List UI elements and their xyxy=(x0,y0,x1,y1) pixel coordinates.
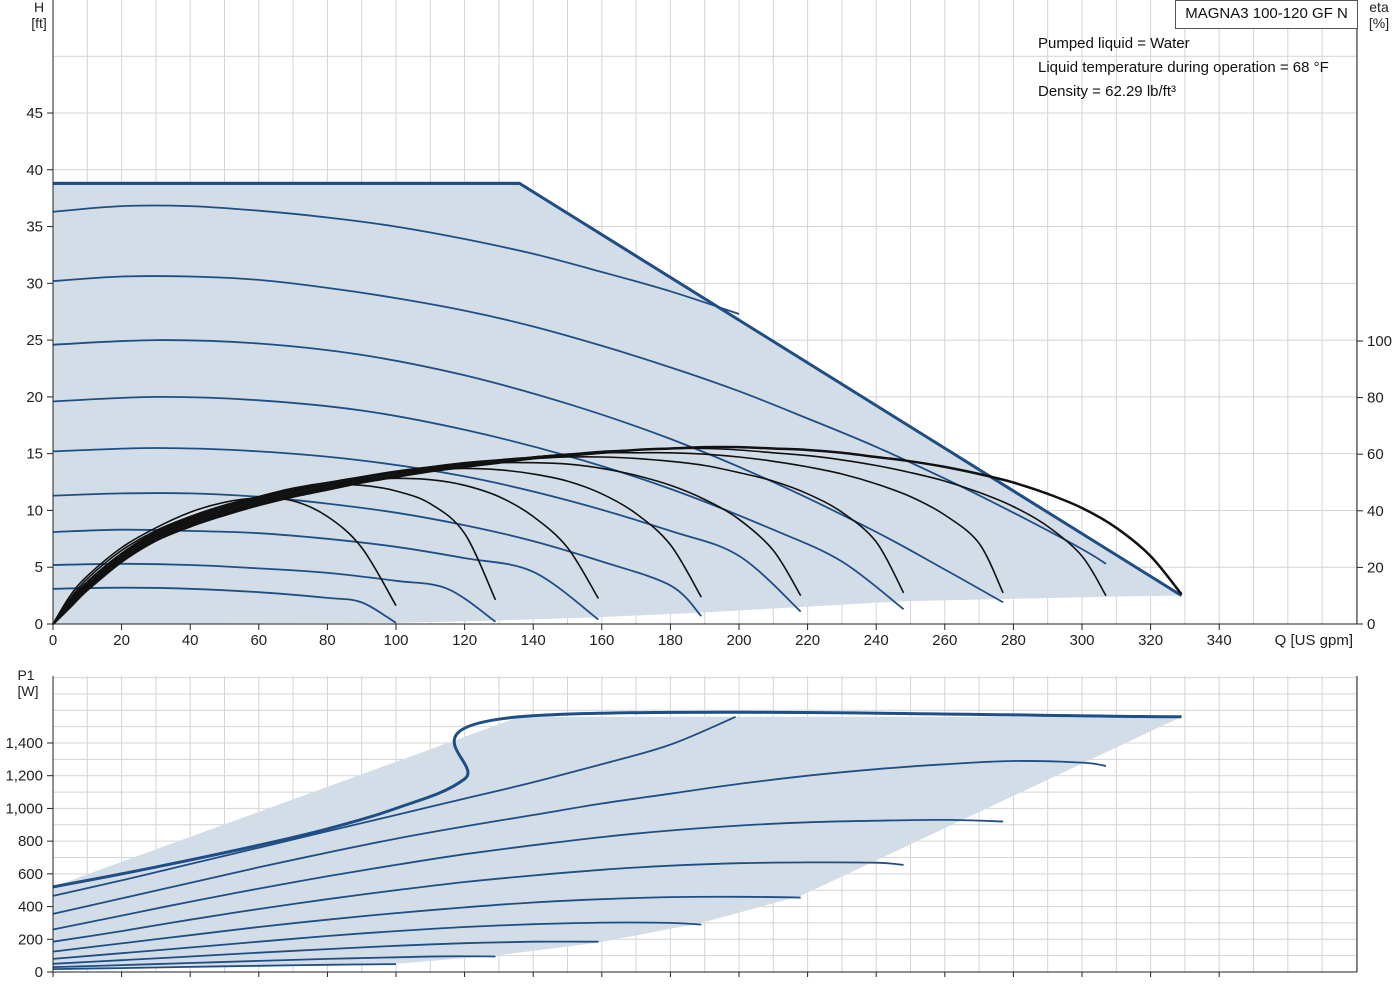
power-y-tick-label: 200 xyxy=(18,931,43,948)
eta-y-axis-unit: [%] xyxy=(1369,15,1389,31)
head-x-tick-label: 180 xyxy=(658,632,683,649)
head-curve xyxy=(52,586,397,624)
efficiency-curve xyxy=(52,461,802,625)
efficiency-curve xyxy=(52,497,397,625)
head-x-tick-label: 60 xyxy=(250,632,267,649)
head-x-tick-label: 160 xyxy=(589,632,614,649)
head-curve xyxy=(52,339,1004,604)
head-y-tick-label: 40 xyxy=(26,162,43,179)
head-x-tick-label: 100 xyxy=(383,632,408,649)
head-curve xyxy=(52,528,599,621)
head-y-tick-label: 45 xyxy=(26,105,43,122)
head-curve xyxy=(52,492,702,617)
head-x-tick-label: 320 xyxy=(1138,632,1163,649)
head-y-tick-label: 20 xyxy=(26,389,43,406)
head-curve xyxy=(52,204,740,315)
head-y-tick-label: 5 xyxy=(35,559,43,576)
head-curve xyxy=(52,447,802,613)
power-panel: 0 200 400 600 800 1,000 1,200 1,400 P1[W] xyxy=(5,667,1358,981)
power-y-tick-label: 800 xyxy=(18,833,43,850)
head-x-tick-label: 220 xyxy=(795,632,820,649)
note-pumped-liquid: Pumped liquid = Water xyxy=(1038,35,1190,52)
head-x-tick-label: 200 xyxy=(726,632,751,649)
note-liquid-temperature: Liquid temperature during operation = 68… xyxy=(1038,59,1329,76)
power-y-tick-label: 0 xyxy=(35,964,43,981)
head-x-tick-label: 240 xyxy=(864,632,889,649)
head-x-tick-label: 340 xyxy=(1207,632,1232,649)
head-panel: 0 5 10 15 20 25 30 35 40 45 0 20 40 60 80 100 0 20 40 60 80 1… xyxy=(26,0,1392,649)
x-axis-label: Q [US gpm] xyxy=(1275,632,1353,649)
head-x-tick-label: 260 xyxy=(932,632,957,649)
efficiency-curve xyxy=(52,447,1107,625)
power-y-tick-label: 1,200 xyxy=(5,768,43,785)
power-y-tick-label: 1,000 xyxy=(5,800,43,817)
eta-y-tick-label: 60 xyxy=(1367,446,1384,463)
power-curve xyxy=(52,895,801,953)
eta-y-axis-label: eta xyxy=(1369,0,1389,15)
head-x-tick-label: 0 xyxy=(49,632,57,649)
eta-y-tick-label: 80 xyxy=(1367,390,1384,407)
note-density: Density = 62.29 lb/ft³ xyxy=(1038,83,1176,100)
power-y-axis-label: P1 xyxy=(17,667,34,683)
head-y-tick-label: 25 xyxy=(26,332,43,349)
eta-y-tick-label: 40 xyxy=(1367,503,1384,520)
efficiency-curve xyxy=(52,477,600,625)
power-operating-envelope xyxy=(53,716,1182,969)
power-curve xyxy=(52,921,702,960)
head-x-tick-label: 20 xyxy=(113,632,130,649)
head-y-tick-label: 10 xyxy=(26,502,43,519)
head-y-axis-unit: [ft] xyxy=(31,15,47,31)
power-curve xyxy=(52,955,496,968)
efficiency-curve xyxy=(52,445,1183,625)
head-x-tick-label: 140 xyxy=(521,632,546,649)
head-max-boundary xyxy=(53,181,1183,597)
head-curve xyxy=(52,562,497,623)
head-curve xyxy=(52,395,905,610)
power-curve xyxy=(52,715,736,897)
power-y-axis-unit: [W] xyxy=(18,683,39,699)
eta-y-tick-label: 0 xyxy=(1367,616,1375,633)
head-y-axis-label: H xyxy=(34,0,44,15)
power-y-tick-label: 1,400 xyxy=(5,735,43,752)
head-x-tick-label: 40 xyxy=(182,632,199,649)
liquid-notes: Pumped liquid = Water Liquid temperature… xyxy=(1038,34,1329,106)
head-operating-envelope xyxy=(53,183,1182,624)
power-y-tick-label: 400 xyxy=(18,899,43,916)
power-y-tick-label: 600 xyxy=(18,866,43,883)
pump-model-label: MAGNA3 100-120 GF N xyxy=(1175,0,1358,29)
power-curve xyxy=(52,818,1004,931)
power-curve xyxy=(52,710,1182,889)
power-curve xyxy=(52,963,397,970)
efficiency-curve xyxy=(52,456,905,625)
head-x-tick-label: 80 xyxy=(319,632,336,649)
head-x-tick-label: 120 xyxy=(452,632,477,649)
power-curve xyxy=(52,940,599,965)
eta-y-tick-label: 100 xyxy=(1367,333,1392,350)
head-y-tick-label: 30 xyxy=(26,275,43,292)
head-x-tick-label: 280 xyxy=(1001,632,1026,649)
head-x-tick-label: 300 xyxy=(1069,632,1094,649)
eta-y-tick-label: 20 xyxy=(1367,559,1384,576)
head-y-tick-label: 15 xyxy=(26,446,43,463)
head-y-tick-label: 35 xyxy=(26,219,43,236)
power-curve xyxy=(52,861,904,943)
head-y-tick-label: 0 xyxy=(35,616,43,633)
power-curve xyxy=(52,760,1107,915)
